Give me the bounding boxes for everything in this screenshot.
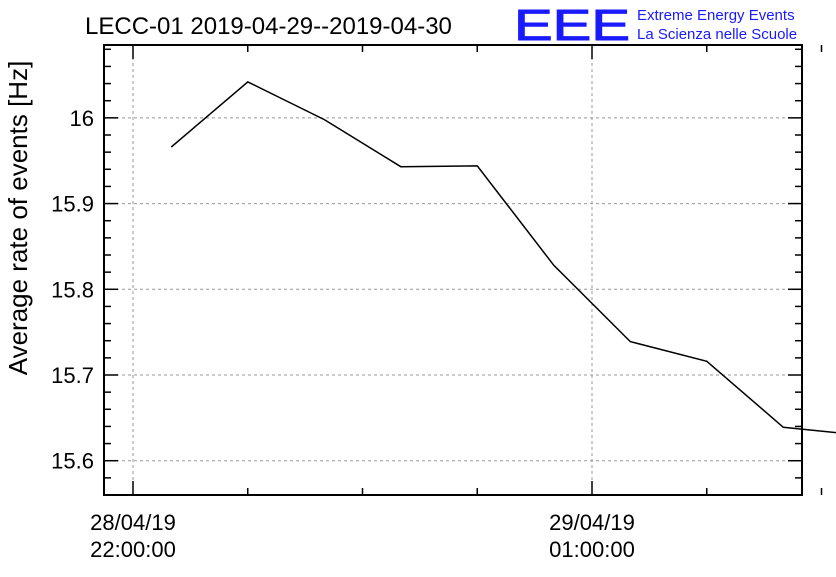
chart-title: LECC-01 2019-04-29--2019-04-30 [85,13,452,40]
y-tick-label: 15.9 [51,192,94,217]
logo-line-2: La Scienza nelle Scuole [637,26,797,43]
y-axis-label: Average rate of events [Hz] [3,61,33,376]
y-tick-label: 15.8 [51,277,94,302]
x-tick-label-time: 22:00:00 [90,537,176,562]
axis-ticks [104,45,823,495]
x-tick-label-time: 01:00:00 [549,537,635,562]
eee-logo: EEE Extreme Energy Events La Scienza nel… [514,1,798,51]
x-tick-label-date: 29/04/19 [549,510,635,535]
y-tick-labels: 16 15.9 15.8 15.7 15.6 [51,106,94,474]
x-tick-label-date: 28/04/19 [90,510,176,535]
series-line [170,81,836,434]
logo-line-1: Extreme Energy Events [637,7,795,24]
y-tick-label: 16 [70,106,94,131]
x-tick-labels: 28/04/1922:00:0029/04/1901:00:0029/04/19… [90,510,635,562]
y-tick-label: 15.7 [51,363,94,388]
plot-frame [103,44,803,496]
gridlines [104,45,802,495]
logo-mark: EEE [514,1,630,50]
y-tick-label: 15.6 [51,449,94,474]
